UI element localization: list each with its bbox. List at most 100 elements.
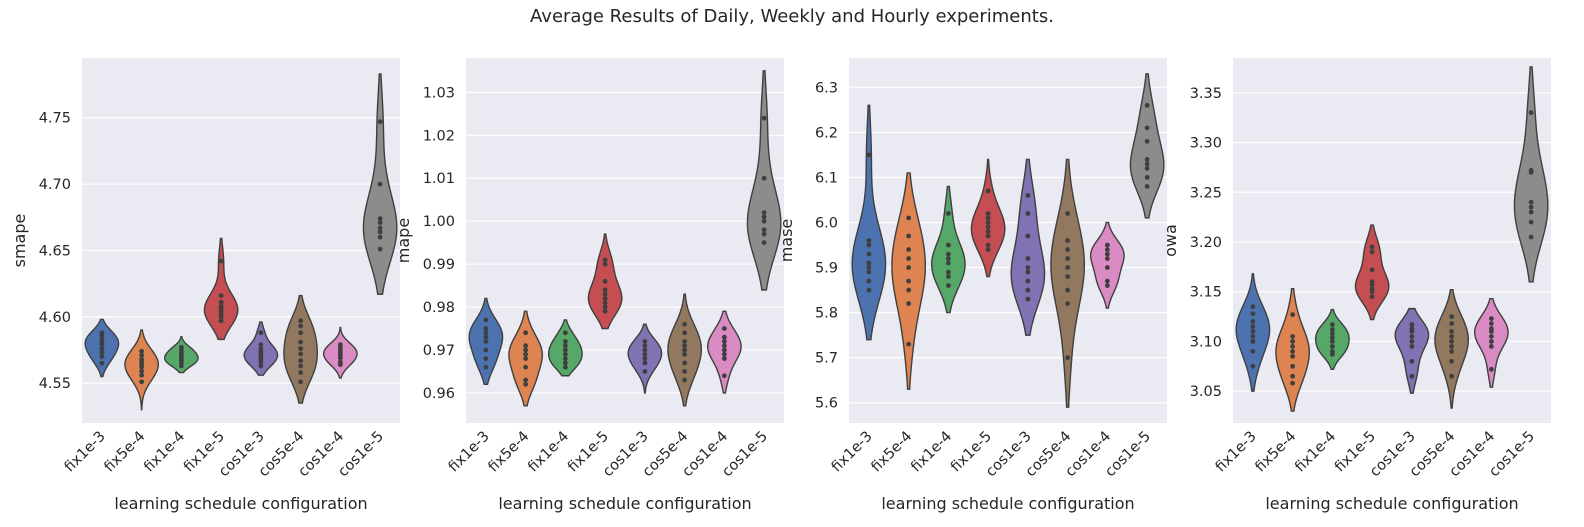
data-point-fix1e-4	[562, 343, 568, 349]
data-point-cos1e-3	[258, 342, 264, 348]
data-point-cos1e-5	[761, 227, 767, 233]
data-point-fix1e-3	[866, 260, 872, 266]
data-point-fix1e-3	[483, 317, 489, 323]
data-point-cos1e-4	[337, 342, 343, 348]
data-point-fix1e-4	[945, 274, 951, 279]
x-tick-label: fix5e-4	[1253, 429, 1300, 476]
data-point-fix1e-4	[1329, 322, 1335, 327]
data-point-fix1e-4	[562, 347, 568, 353]
data-point-fix1e-5	[602, 261, 608, 267]
y-tick-label: 5.6	[815, 396, 838, 412]
violin-plot-mase: 5.6 5.7 5.8 5.9 6.0 6.1 6.2 6.3 fix1e-3fix5e-4fi…	[777, 58, 1167, 513]
data-point-cos1e-4	[1104, 265, 1110, 270]
data-point-cos1e-3	[1025, 296, 1031, 302]
data-point-fix1e-5	[985, 229, 991, 234]
x-tick-label: fix1e-4	[908, 429, 955, 476]
data-point-cos1e-4	[1104, 247, 1110, 252]
data-point-fix5e-4	[906, 233, 912, 239]
data-point-fix1e-5	[602, 257, 608, 263]
data-point-fix5e-4	[906, 341, 912, 347]
data-point-fix5e-4	[523, 343, 529, 349]
data-point-fix5e-4	[139, 352, 145, 358]
data-point-fix5e-4	[139, 356, 145, 362]
x-axis-label: learning schedule configuration	[881, 494, 1134, 513]
data-point-cos1e-5	[1144, 156, 1150, 162]
data-point-cos1e-4	[1104, 278, 1110, 284]
data-point-fix5e-4	[523, 330, 529, 336]
data-point-cos1e-4	[721, 343, 727, 349]
data-point-fix1e-3	[1250, 339, 1256, 344]
data-point-cos1e-5	[1144, 125, 1150, 131]
data-point-cos1e-3	[258, 363, 264, 369]
data-point-fix1e-4	[562, 351, 568, 357]
data-point-cos1e-3	[1409, 334, 1415, 339]
data-point-fix1e-3	[1250, 348, 1256, 354]
data-point-fix1e-4	[1329, 339, 1335, 344]
y-axis-label: mase	[777, 219, 796, 263]
data-point-cos1e-3	[1409, 358, 1415, 364]
y-tick-label: 0.97	[423, 343, 455, 359]
data-point-fix1e-3	[866, 242, 872, 248]
data-point-cos5e-4	[1449, 314, 1455, 319]
data-point-cos1e-4	[1104, 283, 1110, 288]
data-point-fix1e-5	[985, 242, 991, 248]
data-point-fix1e-5	[985, 220, 991, 225]
data-point-fix1e-5	[985, 233, 991, 239]
data-point-cos5e-4	[1065, 247, 1071, 252]
data-point-cos1e-3	[1409, 322, 1415, 327]
data-point-cos1e-5	[1528, 219, 1534, 225]
data-point-cos1e-5	[377, 234, 383, 240]
data-point-cos5e-4	[298, 330, 304, 336]
data-point-cos1e-3	[642, 356, 648, 361]
violin-fix1e-5	[1354, 224, 1390, 321]
y-tick-label: 0.96	[423, 386, 455, 402]
data-point-cos5e-4	[1065, 287, 1071, 293]
data-point-cos1e-5	[761, 115, 767, 121]
data-point-fix1e-3	[866, 265, 872, 270]
data-point-fix1e-4	[945, 211, 951, 216]
data-point-fix1e-3	[483, 347, 489, 353]
data-point-fix1e-3	[866, 238, 872, 243]
data-point-fix1e-3	[1250, 329, 1256, 334]
data-point-cos5e-4	[682, 321, 688, 327]
data-point-fix5e-4	[523, 356, 529, 361]
data-point-fix1e-5	[1369, 244, 1375, 250]
data-point-cos1e-4	[1488, 326, 1494, 331]
x-tick-label: fix5e-4	[486, 429, 533, 476]
data-point-cos1e-5	[377, 216, 383, 222]
data-point-cos5e-4	[1065, 256, 1071, 261]
data-point-cos1e-3	[1025, 211, 1031, 216]
data-point-cos5e-4	[1449, 321, 1455, 326]
y-tick-label: 3.30	[1190, 136, 1222, 152]
y-tick-label: 3.25	[1190, 185, 1222, 201]
violin-plot-owa: 3.05 3.10 3.15 3.20 3.25 3.30 3.35 fix1e-3fix5e…	[1161, 58, 1551, 513]
data-point-cos1e-5	[761, 240, 767, 246]
data-point-fix5e-4	[906, 215, 912, 221]
data-point-cos1e-5	[1144, 175, 1150, 180]
data-point-fix1e-5	[602, 300, 608, 306]
data-point-fix1e-4	[562, 330, 568, 336]
y-axis-label: mape	[394, 218, 413, 263]
data-point-cos1e-3	[1025, 265, 1031, 270]
data-point-fix1e-3	[99, 350, 105, 356]
data-point-cos1e-5	[1144, 161, 1150, 167]
data-point-fix5e-4	[1290, 380, 1296, 386]
data-point-fix1e-4	[945, 260, 951, 266]
data-point-cos1e-5	[761, 210, 767, 215]
violin-cos1e-3	[1394, 307, 1430, 394]
data-point-fix1e-5	[985, 215, 991, 221]
data-point-fix5e-4	[1290, 353, 1296, 359]
data-point-cos1e-3	[642, 360, 648, 366]
x-axis-label: learning schedule configuration	[1265, 494, 1518, 513]
figure-title: Average Results of Daily, Weekly and Hou…	[530, 6, 1054, 27]
data-point-cos5e-4	[682, 339, 688, 344]
data-point-cos1e-3	[1409, 326, 1415, 331]
data-point-fix1e-4	[945, 256, 951, 261]
data-point-fix1e-3	[99, 354, 105, 360]
data-point-cos1e-4	[1488, 339, 1494, 344]
y-axis-label: owa	[1161, 224, 1180, 257]
data-point-fix5e-4	[906, 301, 912, 306]
data-point-fix5e-4	[906, 256, 912, 261]
y-tick-label: 5.7	[815, 351, 838, 367]
data-point-fix1e-3	[483, 326, 489, 331]
